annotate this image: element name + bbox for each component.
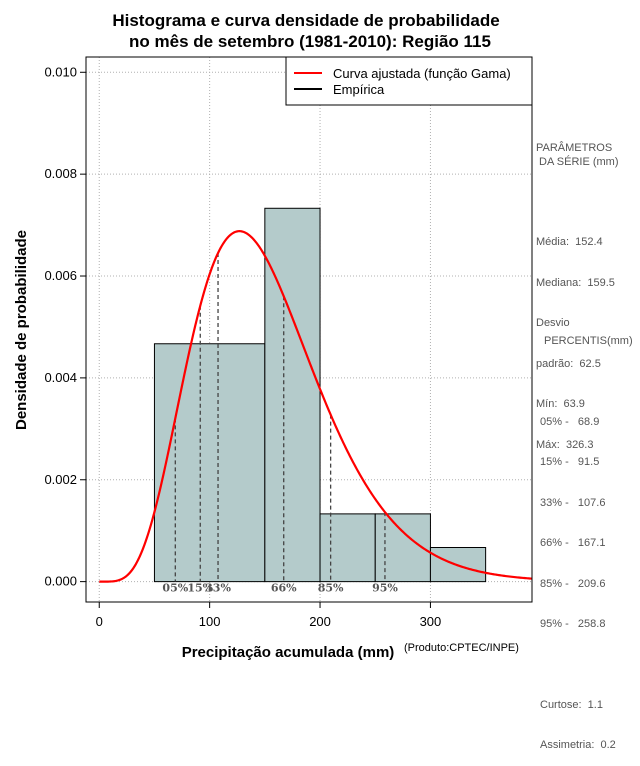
percentile-label: 05% [162, 582, 188, 595]
percentile-label: 95% [372, 582, 398, 595]
x-tick-label: 300 [420, 614, 442, 629]
y-axis: 0.000 0.002 0.004 0.006 0.008 0.010 [44, 64, 86, 589]
histogram-bar [264, 207, 321, 583]
chart-title-line2: no mês de setembro (1981-2010): Região 1… [129, 32, 491, 51]
credit-text: (Produto:CPTEC/INPE) [404, 642, 519, 654]
stats-row: Desvio [536, 317, 570, 329]
percentile-label: 15% [187, 582, 213, 595]
percentis-row: 05% - 68.9 [540, 415, 600, 428]
stats-panel: PARÂMETROS DA SÉRIE (mm) Média: 152.4 Me… [536, 115, 619, 466]
percentile-label: 33% [205, 582, 231, 595]
assimetria-row: Assimetria: 0.2 [540, 739, 616, 751]
stats-row: Média: 152.4 [536, 236, 603, 248]
percentis-panel: PERCENTIS(mm) 05% - 68.9 15% - 91.5 33% … [540, 308, 633, 766]
percentile-label: 85% [318, 582, 344, 595]
x-tick-label: 200 [309, 614, 331, 629]
y-tick-label: 0.010 [44, 64, 77, 79]
percentis-row: 66% - 167.1 [540, 537, 606, 549]
histogram-bar [153, 343, 266, 583]
y-tick-label: 0.008 [44, 166, 77, 181]
legend-box [285, 56, 533, 106]
legend-label-gamma: Curva ajustada (função Gama) [333, 66, 511, 81]
percentis-heading: PERCENTIS(mm) [544, 335, 633, 347]
y-tick-label: 0.000 [44, 574, 77, 589]
legend: Curva ajustada (função Gama) Empírica [285, 56, 533, 106]
stats-row: Mín: 63.9 [536, 398, 585, 410]
stats-row: Máx: 326.3 [536, 438, 594, 451]
y-tick-label: 0.006 [44, 268, 77, 283]
x-axis-label: Precipitação acumulada (mm) [182, 644, 395, 660]
legend-label-empirica: Empírica [333, 82, 385, 97]
histogram-chart: Histograma e curva densidade de probabil… [13, 11, 533, 660]
percentis-row: 15% - 91.5 [540, 456, 600, 468]
x-tick-label: 100 [199, 614, 221, 629]
stats-heading: PARÂMETROS DA SÉRIE (mm) [536, 142, 619, 168]
gamma-curve [99, 230, 533, 583]
histogram-bar [319, 513, 376, 583]
stats-row: padrão: 62.5 [536, 357, 601, 370]
percentis-row: 33% - 107.6 [540, 496, 606, 509]
histogram-bars [153, 207, 487, 583]
x-tick-label: 0 [96, 614, 103, 629]
y-tick-label: 0.002 [44, 472, 77, 487]
stats-row: Mediana: 159.5 [536, 276, 615, 289]
percentis-row: 85% - 209.6 [540, 577, 606, 590]
x-axis: 0 100 200 300 [96, 602, 442, 629]
percentile-markers: 05% 15%33% 66% 85% 95% [162, 253, 398, 595]
curtose-row: Curtose: 1.1 [540, 698, 603, 711]
y-tick-label: 0.004 [44, 370, 77, 385]
percentis-row: 95% - 258.8 [540, 618, 606, 630]
y-axis-label: Densidade de probabilidade [13, 230, 30, 430]
percentile-label: 66% [271, 582, 297, 595]
chart-title-line1: Histograma e curva densidade de probabil… [112, 11, 499, 30]
